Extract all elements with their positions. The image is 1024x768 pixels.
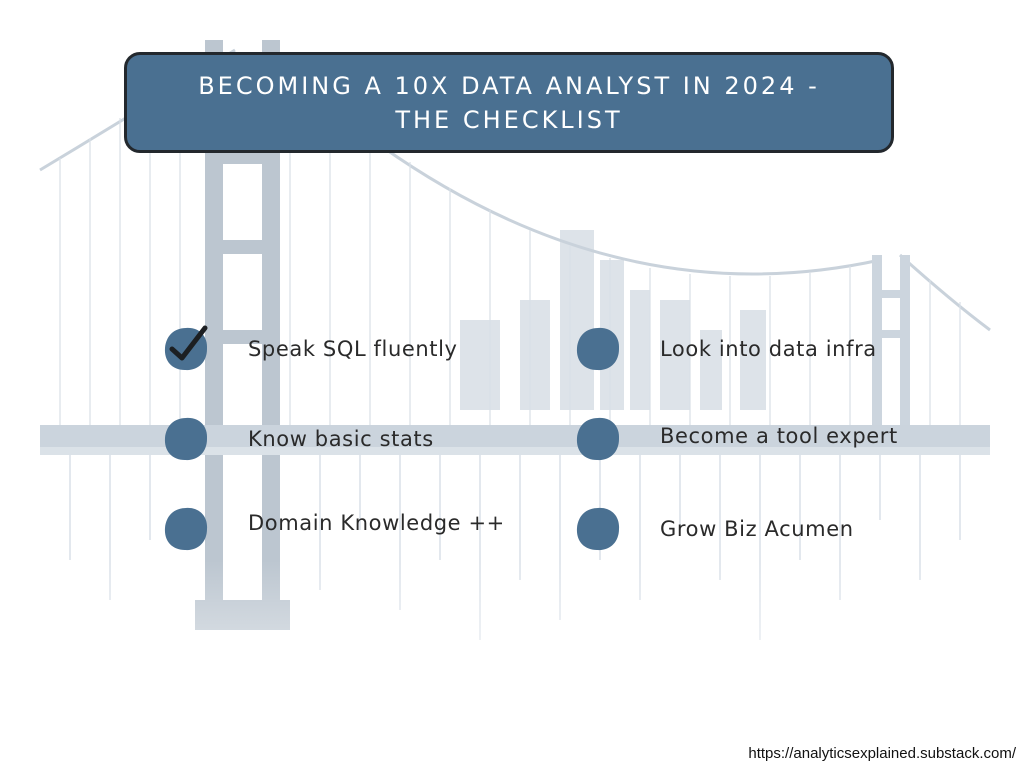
checklist-item-label: Speak SQL fluently bbox=[248, 337, 458, 361]
checklist-item-label: Grow Biz Acumen bbox=[660, 517, 854, 541]
checklist-item-label: Look into data infra bbox=[660, 337, 877, 361]
checklist-item-label: Domain Knowledge ++ bbox=[248, 511, 505, 535]
checklist-bullet bbox=[162, 325, 210, 373]
checklist-item-speak-sql: Speak SQL fluently bbox=[162, 324, 458, 374]
checkmark-icon bbox=[169, 325, 208, 361]
checklist-item-tool-expert: Become a tool expert bbox=[574, 414, 898, 464]
source-link[interactable]: https://analyticsexplained.substack.com/ bbox=[748, 745, 1016, 762]
checklist-bullet bbox=[574, 505, 622, 553]
checklist-item-basic-stats: Know basic stats bbox=[162, 414, 434, 464]
title-banner: Becoming a 10X Data Analyst in 2024 - th… bbox=[124, 52, 894, 153]
checklist-item-domain-knowledge: Domain Knowledge ++ bbox=[162, 504, 505, 554]
checklist-bullet bbox=[162, 505, 210, 553]
checklist-bullet bbox=[574, 325, 622, 373]
checklist-item-label: Become a tool expert bbox=[660, 424, 898, 448]
checklist-bullet bbox=[162, 415, 210, 463]
checklist-item-label: Know basic stats bbox=[248, 427, 434, 451]
page-title: Becoming a 10X Data Analyst in 2024 - th… bbox=[198, 71, 820, 134]
checklist-bullet bbox=[574, 415, 622, 463]
checklist-item-data-infra: Look into data infra bbox=[574, 324, 877, 374]
checklist-item-biz-acumen: Grow Biz Acumen bbox=[574, 504, 854, 554]
